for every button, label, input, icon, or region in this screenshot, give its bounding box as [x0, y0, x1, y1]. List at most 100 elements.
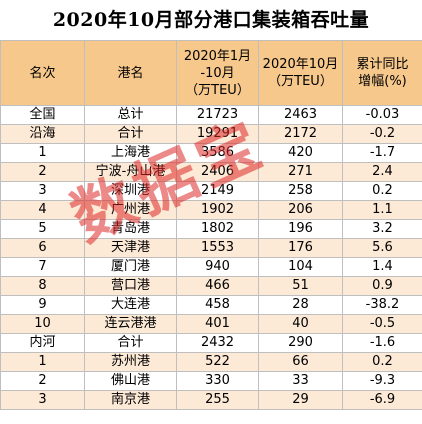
header-jan-oct-line1: 2020年1月 — [183, 48, 252, 64]
cell-jan-oct: 21723 — [176, 105, 259, 125]
cell-jan-oct: 401 — [176, 314, 259, 334]
table-row: 2 佛山港 330 33 -9.3 — [0, 371, 422, 391]
cell-yoy: -6.9 — [342, 390, 422, 410]
cell-rank: 4 — [0, 200, 85, 220]
cell-port: 南京港 — [84, 390, 177, 410]
cell-jan-oct: 3586 — [176, 143, 259, 163]
table-row: 2 宁波-舟山港 2406 271 2.4 — [0, 162, 422, 182]
cell-oct: 2172 — [258, 124, 343, 144]
cell-jan-oct: 255 — [176, 390, 259, 410]
cell-jan-oct: 458 — [176, 295, 259, 315]
header-oct-unit: （万TEU） — [268, 74, 333, 89]
cell-rank: 全国 — [0, 105, 85, 125]
cell-yoy: 3.2 — [342, 219, 422, 239]
table-row: 1 苏州港 522 66 0.2 — [0, 352, 422, 372]
cell-oct: 40 — [258, 314, 343, 334]
cell-port: 青岛港 — [84, 219, 177, 239]
cell-rank: 5 — [0, 219, 85, 239]
header-yoy-line1: 累计同比 — [356, 57, 409, 72]
cell-rank: 10 — [0, 314, 85, 334]
cell-yoy: 2.4 — [342, 162, 422, 182]
cell-oct: 51 — [258, 276, 343, 296]
cell-port: 合计 — [84, 333, 177, 353]
cell-yoy: -0.03 — [342, 105, 422, 125]
cell-jan-oct: 330 — [176, 371, 259, 391]
cell-rank: 3 — [0, 390, 85, 410]
cell-jan-oct: 2149 — [176, 181, 259, 201]
header-port: 港名 — [84, 40, 177, 106]
cell-port: 天津港 — [84, 238, 177, 258]
cell-jan-oct: 466 — [176, 276, 259, 296]
header-jan-oct-unit: （万TEU） — [185, 82, 250, 98]
cell-oct: 206 — [258, 200, 343, 220]
cell-rank: 2 — [0, 162, 85, 182]
cell-yoy: -1.6 — [342, 333, 422, 353]
cell-oct: 258 — [258, 181, 343, 201]
cell-yoy: 1.4 — [342, 257, 422, 277]
table-row: 全国 总计 21723 2463 -0.03 — [0, 105, 422, 125]
cell-rank: 1 — [0, 143, 85, 163]
table-row: 7 厦门港 940 104 1.4 — [0, 257, 422, 277]
cell-yoy: 1.1 — [342, 200, 422, 220]
table-row: 9 大连港 458 28 -38.2 — [0, 295, 422, 315]
cell-port: 宁波-舟山港 — [84, 162, 177, 182]
cell-rank: 3 — [0, 181, 85, 201]
cell-jan-oct: 1802 — [176, 219, 259, 239]
header-rank: 名次 — [0, 40, 85, 106]
cell-oct: 104 — [258, 257, 343, 277]
table-row: 内河 合计 2432 290 -1.6 — [0, 333, 422, 353]
cell-rank: 6 — [0, 238, 85, 258]
cell-oct: 420 — [258, 143, 343, 163]
header-jan-oct-line2: -10月 — [200, 65, 235, 81]
port-throughput-table: 名次 港名 2020年1月 -10月 （万TEU） 2020年10月 （万TEU… — [0, 40, 422, 410]
page-title: 2020年10月部分港口集装箱吞吐量 — [52, 9, 370, 31]
cell-rank: 内河 — [0, 333, 85, 353]
cell-jan-oct: 1553 — [176, 238, 259, 258]
cell-port: 合计 — [84, 124, 177, 144]
table-row: 4 广州港 1902 206 1.1 — [0, 200, 422, 220]
header-oct-label: 2020年10月 — [262, 57, 339, 72]
cell-oct: 33 — [258, 371, 343, 391]
table-row: 5 青岛港 1802 196 3.2 — [0, 219, 422, 239]
table-row: 10 连云港港 401 40 -0.5 — [0, 314, 422, 334]
cell-yoy: 5.6 — [342, 238, 422, 258]
cell-port: 营口港 — [84, 276, 177, 296]
cell-oct: 28 — [258, 295, 343, 315]
cell-yoy: -38.2 — [342, 295, 422, 315]
header-jan-oct: 2020年1月 -10月 （万TEU） — [176, 40, 259, 106]
cell-jan-oct: 2406 — [176, 162, 259, 182]
cell-yoy: 0.2 — [342, 181, 422, 201]
cell-yoy: -9.3 — [342, 371, 422, 391]
cell-oct: 29 — [258, 390, 343, 410]
cell-yoy: -1.7 — [342, 143, 422, 163]
cell-port: 连云港港 — [84, 314, 177, 334]
table-row: 1 上海港 3586 420 -1.7 — [0, 143, 422, 163]
table-row: 3 深圳港 2149 258 0.2 — [0, 181, 422, 201]
header-yoy-line2: 增幅(%) — [358, 74, 407, 89]
cell-rank: 7 — [0, 257, 85, 277]
cell-rank: 沿海 — [0, 124, 85, 144]
cell-rank: 8 — [0, 276, 85, 296]
cell-oct: 66 — [258, 352, 343, 372]
table-header-row: 名次 港名 2020年1月 -10月 （万TEU） 2020年10月 （万TEU… — [0, 40, 422, 106]
cell-port: 广州港 — [84, 200, 177, 220]
cell-port: 佛山港 — [84, 371, 177, 391]
cell-jan-oct: 19291 — [176, 124, 259, 144]
cell-oct: 176 — [258, 238, 343, 258]
cell-jan-oct: 940 — [176, 257, 259, 277]
cell-oct: 196 — [258, 219, 343, 239]
cell-yoy: 0.2 — [342, 352, 422, 372]
cell-yoy: -0.2 — [342, 124, 422, 144]
cell-port: 上海港 — [84, 143, 177, 163]
table-row: 8 营口港 466 51 0.9 — [0, 276, 422, 296]
cell-port: 苏州港 — [84, 352, 177, 372]
cell-rank: 2 — [0, 371, 85, 391]
cell-oct: 290 — [258, 333, 343, 353]
cell-rank: 1 — [0, 352, 85, 372]
cell-port: 深圳港 — [84, 181, 177, 201]
cell-rank: 9 — [0, 295, 85, 315]
table-row: 沿海 合计 19291 2172 -0.2 — [0, 124, 422, 144]
cell-jan-oct: 1902 — [176, 200, 259, 220]
header-oct: 2020年10月 （万TEU） — [258, 40, 343, 106]
cell-jan-oct: 2432 — [176, 333, 259, 353]
